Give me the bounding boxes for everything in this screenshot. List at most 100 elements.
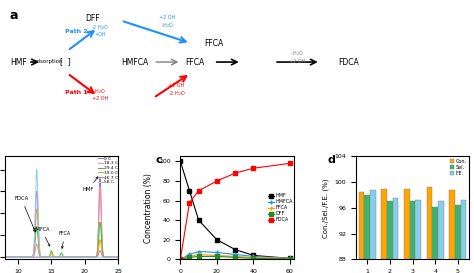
Line: HMF: HMF xyxy=(179,160,292,260)
58 C xyxy=(2,256,8,259)
DFF xyxy=(287,257,293,260)
Text: +2 OH
-H$_2$O: +2 OH -H$_2$O xyxy=(159,15,175,30)
0 C xyxy=(97,177,103,180)
Bar xyxy=(461,200,466,273)
Bar xyxy=(410,201,415,273)
Text: Path 1: Path 1 xyxy=(65,90,88,95)
58 C xyxy=(52,256,58,259)
18.3 C xyxy=(13,256,19,259)
Bar xyxy=(365,195,370,273)
DFF xyxy=(177,258,183,261)
Text: FDCA: FDCA xyxy=(14,196,36,232)
FFCA xyxy=(232,255,238,258)
Line: 18.3 C: 18.3 C xyxy=(5,187,118,257)
Bar xyxy=(427,187,432,273)
Bar xyxy=(432,207,438,273)
39.0 C xyxy=(48,253,54,256)
Line: FDCA: FDCA xyxy=(179,162,292,261)
Bar xyxy=(438,201,444,273)
39.0 C xyxy=(115,256,121,259)
Text: HMFCA: HMFCA xyxy=(33,227,50,246)
HMFCA xyxy=(177,258,183,261)
58 C xyxy=(92,256,98,259)
Bar xyxy=(359,192,365,273)
18.3 C xyxy=(2,256,8,259)
Text: c: c xyxy=(155,155,162,165)
58 C xyxy=(85,256,91,259)
Bar xyxy=(449,190,455,273)
FDCA xyxy=(232,171,238,175)
39.0 C xyxy=(91,256,96,259)
46.7 C xyxy=(52,256,58,259)
Text: DFF: DFF xyxy=(86,14,100,23)
FFCA xyxy=(196,253,201,256)
46.7 C xyxy=(115,256,121,259)
29.4 C xyxy=(115,256,121,259)
39.0 C xyxy=(52,256,58,259)
Text: adsorption: adsorption xyxy=(34,59,64,64)
Text: a: a xyxy=(9,9,18,22)
HMFCA xyxy=(214,251,220,254)
Bar xyxy=(387,201,393,273)
Y-axis label: Con./Sel./F.E. (%): Con./Sel./F.E. (%) xyxy=(322,178,329,238)
FDCA xyxy=(287,162,293,165)
Text: FDCA: FDCA xyxy=(338,58,359,67)
Line: 0 C: 0 C xyxy=(5,178,118,257)
Bar xyxy=(404,189,410,273)
46.7 C xyxy=(2,256,8,259)
Bar xyxy=(415,200,421,273)
Text: HMF: HMF xyxy=(10,58,27,67)
18.3 C xyxy=(92,256,98,259)
HMFCA xyxy=(232,253,238,256)
39.0 C xyxy=(2,256,8,259)
29.4 C xyxy=(2,256,8,259)
39.0 C xyxy=(92,256,98,259)
46.7 C xyxy=(92,256,98,259)
Text: +2 OH
-2 H$_2$O: +2 OH -2 H$_2$O xyxy=(168,83,186,98)
0 C xyxy=(115,256,121,259)
46.7 C xyxy=(91,256,96,259)
Y-axis label: Concentration (%): Concentration (%) xyxy=(145,173,154,243)
39.0 C xyxy=(13,256,19,259)
Text: -2 H$_2$O
+OH: -2 H$_2$O +OH xyxy=(91,23,109,37)
Text: -H$_2$O
+2 OH: -H$_2$O +2 OH xyxy=(289,49,306,64)
Text: FFCA: FFCA xyxy=(204,39,223,48)
18.3 C xyxy=(67,256,73,259)
FFCA xyxy=(187,255,192,258)
46.7 C xyxy=(67,256,73,259)
18.3 C xyxy=(115,256,121,259)
Text: FFCA: FFCA xyxy=(59,231,71,248)
18.3 C xyxy=(97,185,103,189)
Line: 46.7 C: 46.7 C xyxy=(5,191,118,257)
HMF xyxy=(287,257,293,260)
58 C xyxy=(34,168,39,171)
46.7 C xyxy=(80,256,86,259)
39.0 C xyxy=(80,256,85,259)
Line: 39.0 C: 39.0 C xyxy=(5,209,118,257)
0 C xyxy=(13,256,19,259)
46.7 C xyxy=(13,256,19,259)
DFF xyxy=(214,255,220,258)
HMFCA xyxy=(251,255,256,258)
Line: 58 C: 58 C xyxy=(5,170,118,257)
DFF xyxy=(196,255,201,258)
FFCA xyxy=(287,257,293,260)
0 C xyxy=(48,256,54,259)
Text: Path 2: Path 2 xyxy=(65,29,88,34)
0 C xyxy=(2,256,8,259)
Text: d: d xyxy=(328,155,336,165)
58 C xyxy=(115,256,121,259)
58 C xyxy=(91,256,96,259)
HMF xyxy=(187,189,192,192)
18.3 C xyxy=(91,256,96,259)
29.4 C xyxy=(48,251,54,254)
FDCA xyxy=(177,258,183,261)
Text: -H$_2$O
+2 OH: -H$_2$O +2 OH xyxy=(92,87,108,102)
39.0 C xyxy=(34,207,39,211)
29.4 C xyxy=(97,221,103,224)
FDCA xyxy=(251,167,256,170)
58 C xyxy=(80,256,85,259)
0 C xyxy=(90,256,96,259)
Bar xyxy=(455,205,461,273)
HMF xyxy=(196,218,201,222)
